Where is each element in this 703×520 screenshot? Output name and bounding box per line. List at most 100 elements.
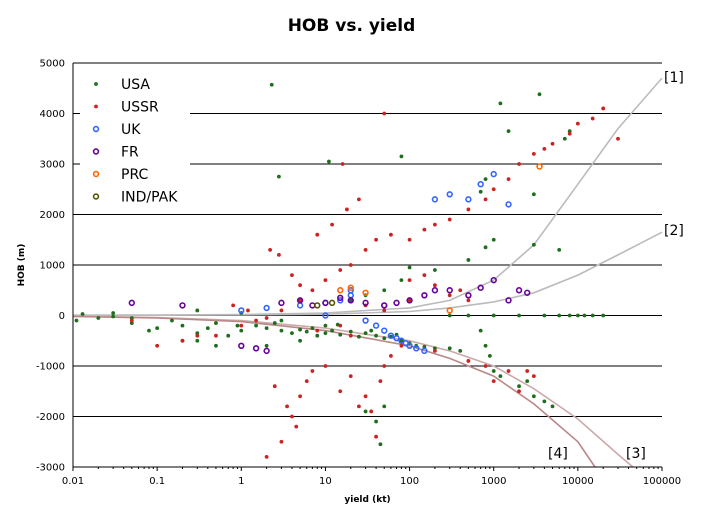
data-point-uk [337,297,344,304]
data-point-usa [542,399,547,404]
data-point-ussr [389,232,393,237]
legend-label: PRC [121,167,148,183]
data-point-uk [372,322,380,329]
data-point-usa [323,331,328,336]
data-point-usa [491,313,496,318]
data-point-usa [374,333,378,338]
data-point-usa [498,374,503,378]
data-point-usa [315,333,320,338]
curve-label: [2] [664,223,684,239]
data-point-usa [96,316,101,320]
data-point-usa [483,245,488,250]
data-point-fr [465,292,472,299]
legend: USA USSR UK FR PRC IND/PAK [80,72,190,212]
data-point-usa [542,313,547,318]
data-point-usa [447,313,452,318]
data-point-uk [362,317,369,324]
data-point-ussr [231,303,236,308]
data-point-uk [431,196,439,203]
data-point-ussr [279,308,284,313]
data-point-uk [393,335,400,342]
data-point-uk [490,170,497,178]
data-point-ind-pak [314,302,321,309]
data-point-usa [407,265,412,270]
data-point-uk [421,347,428,355]
data-point-usa [363,331,368,336]
data-point-usa [575,313,580,318]
x-tick-label: 1 [238,476,244,487]
data-point-usa [537,92,542,97]
data-point-ussr [330,222,334,227]
data-point-usa [323,323,328,328]
data-point-usa [74,318,79,323]
data-point-usa [111,311,116,315]
data-point-ussr [567,131,572,136]
data-point-usa [348,329,353,334]
x-tick-label: 10 [319,476,332,487]
data-point-usa [557,247,562,252]
data-point-usa [531,192,536,197]
data-point-usa [517,313,521,318]
curve-label: [4] [548,446,568,462]
data-point-usa [180,323,185,328]
data-point-usa [466,313,471,318]
data-point-fr [296,297,304,304]
data-point-usa [357,334,361,339]
data-point-usa [310,326,315,331]
data-point-usa [226,333,231,338]
data-point-usa [214,321,218,325]
y-tick-label: 2000 [40,210,65,221]
data-point-ussr [239,323,244,328]
y-tick-label: 0 [59,311,65,322]
data-point-ussr [378,379,383,384]
data-point-ussr [433,348,437,353]
data-point-ussr [525,369,530,373]
data-point-uk [263,304,270,312]
data-point-prc [362,289,369,296]
data-point-uk [505,201,512,208]
data-point-uk [238,307,245,314]
data-point-ussr [575,121,580,126]
data-point-ussr [310,288,315,293]
data-point-usa [369,328,374,333]
data-point-usa [327,159,331,164]
data-point-uk [406,342,413,349]
data-point-ussr [180,338,185,343]
x-axis-title: yield (kt) [344,495,390,505]
data-point-usa [487,354,492,358]
axes: -3000 -2000 -1000 0 1000 2000 3000 4000 5000 0.01… [17,59,681,506]
y-tick-label: 5000 [40,59,65,70]
data-point-uk [347,287,354,294]
data-point-ussr [382,111,387,116]
data-point-ussr [338,268,343,272]
data-point-usa [170,318,174,323]
legend-label: UK [121,122,141,138]
data-point-usa [399,338,404,343]
data-point-ussr [363,394,368,399]
data-point-ussr [272,384,277,389]
data-point-ussr [338,323,343,328]
data-point-ussr [129,318,134,323]
data-point-usa [506,129,511,134]
data-point-ussr [422,273,427,277]
data-point-ussr [304,379,309,384]
data-point-ussr [357,404,361,409]
curve-label: [1] [664,70,684,86]
data-point-ussr [348,333,353,338]
data-point-ussr [407,237,412,242]
data-point-fr [128,299,136,307]
data-point-usa [264,343,269,348]
data-point-ussr [310,369,315,373]
data-point-usa [298,327,302,332]
data-point-ussr [264,455,269,459]
data-point-uk [446,191,453,198]
data-point-ussr [195,333,200,338]
data-point-usa [80,312,85,316]
data-point-usa [205,326,210,331]
data-point-usa [195,308,200,313]
data-point-ind-pak [328,299,336,307]
legend-box [80,72,190,212]
data-point-usa [491,237,496,242]
data-point-ussr [483,197,488,202]
curve-label: [3] [626,446,646,462]
